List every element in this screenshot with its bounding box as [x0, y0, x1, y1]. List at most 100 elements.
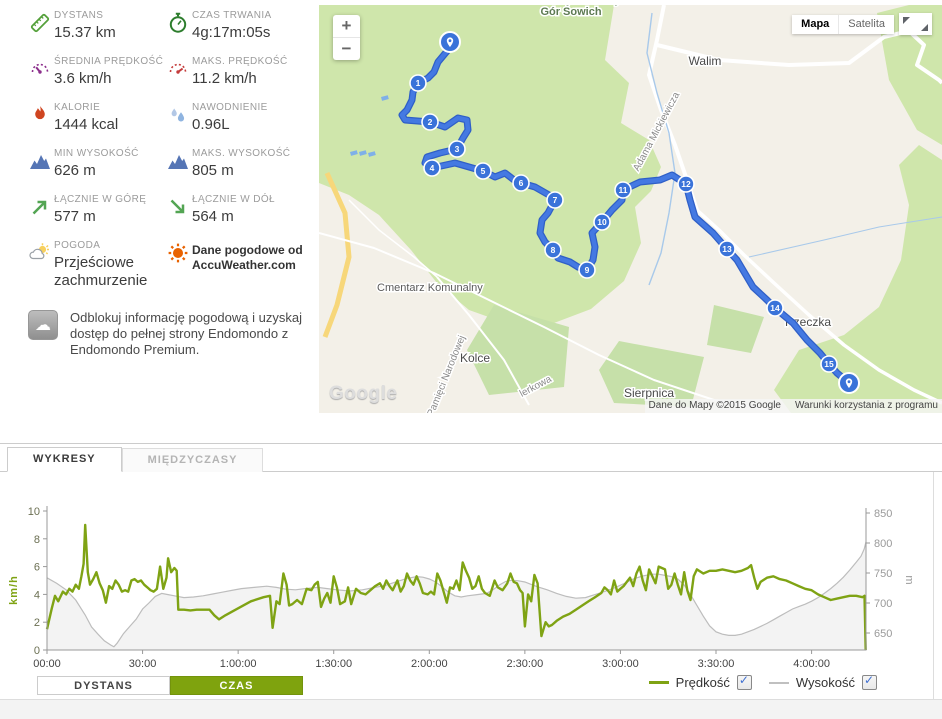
stat-label: NAWODNIENIE: [192, 102, 268, 113]
x-mode-distance-button[interactable]: DYSTANS: [37, 676, 170, 695]
zoom-out-button[interactable]: −: [333, 37, 360, 60]
svg-text:30:00: 30:00: [129, 658, 157, 670]
svg-text:1:30:00: 1:30:00: [315, 658, 352, 670]
svg-text:5: 5: [481, 166, 486, 176]
stat-label: DYSTANS: [54, 10, 104, 21]
x-axis-mode-switch: DYSTANS CZAS: [37, 676, 303, 695]
route-marker-15[interactable]: 15: [820, 355, 838, 373]
zoom-in-button[interactable]: +: [341, 16, 352, 35]
svg-text:2:30:00: 2:30:00: [507, 658, 544, 670]
route-marker-2[interactable]: 2: [421, 113, 439, 131]
svg-text:700: 700: [874, 598, 892, 610]
map-label: Kolce: [460, 351, 490, 365]
svg-text:6: 6: [34, 562, 40, 574]
map-label: Pamięci Narodowej: [425, 334, 467, 413]
svg-text:800: 800: [874, 538, 892, 550]
stat-value: 626 m: [54, 162, 96, 179]
speed-line: [45, 523, 867, 651]
map-view-button[interactable]: Mapa: [792, 15, 839, 34]
speed-elevation-chart: 0 2 4 6 8 10 650 700 750 800 850 00:00 30:00 1:00:00 1…: [8, 506, 915, 670]
svg-text:8: 8: [34, 534, 40, 546]
route-start-pin[interactable]: [439, 31, 461, 53]
provider-link[interactable]: AccuWeather.com: [192, 258, 296, 272]
elevation-legend-swatch: [768, 681, 789, 684]
route-marker-7[interactable]: 7: [546, 191, 564, 209]
elevation-visibility-checkbox[interactable]: ✓: [862, 673, 877, 690]
map-label: Sierpnica: [624, 386, 674, 400]
stat-value: 564 m: [192, 208, 234, 225]
svg-text:2: 2: [34, 617, 40, 629]
stat-label: ŁĄCZNIE W DÓŁ: [192, 194, 275, 205]
svg-text:3:30:00: 3:30:00: [698, 658, 735, 670]
stat-value: 15.37 km: [54, 24, 116, 41]
route-marker-5[interactable]: 5: [474, 162, 492, 180]
chart-panel: 0 2 4 6 8 10 650 700 750 800 850 00:00 30:00 1:00:00 1…: [0, 472, 934, 700]
sun-cloud-icon: [28, 240, 54, 290]
map-fullscreen-button[interactable]: [899, 13, 932, 35]
elevation-legend-label: Wysokość: [795, 675, 855, 690]
stat-value: 0.96L: [192, 116, 230, 133]
route-marker-3[interactable]: 3: [448, 140, 466, 158]
svg-text:8: 8: [551, 245, 556, 255]
route-marker-8[interactable]: 8: [544, 241, 562, 259]
premium-upsell: ☁ Odblokuj informację pogodową i uzyskaj…: [28, 310, 316, 358]
premium-upsell-text[interactable]: Odblokuj informację pogodową i uzyskaj d…: [70, 310, 302, 357]
map-attribution: Dane do Mapy ©2015 Google Warunki korzys…: [644, 399, 942, 413]
provider-prefix: Dane pogodowe od: [192, 243, 303, 257]
svg-text:10: 10: [28, 506, 40, 518]
svg-text:4:00:00: 4:00:00: [793, 658, 830, 670]
gauge-red-icon: [166, 56, 192, 88]
svg-text:00:00: 00:00: [33, 658, 61, 670]
stat-weather: POGODA Przjeściowe zachmurzenie: [28, 240, 166, 290]
stat-min-altitude: MIN WYSOKOŚĆ 626 m: [28, 148, 166, 180]
x-mode-time-button[interactable]: CZAS: [170, 676, 303, 695]
route-end-pin[interactable]: [838, 372, 860, 394]
route-marker-4[interactable]: 4: [423, 159, 441, 177]
svg-text:12: 12: [681, 179, 691, 189]
stat-label: ŁĄCZNIE W GÓRĘ: [54, 194, 147, 205]
satellite-view-button[interactable]: Satelita: [838, 15, 894, 34]
map-terms-link[interactable]: Warunki korzystania z programu: [794, 400, 938, 411]
elevation-line: [46, 541, 867, 648]
route-marker-10[interactable]: 10: [593, 213, 611, 231]
svg-text:4: 4: [34, 589, 40, 601]
accuweather-sun-icon: [166, 240, 192, 290]
stat-calories: KALORIE 1444 kcal: [28, 102, 166, 134]
map-label: Walim: [689, 54, 722, 68]
stat-label: ŚREDNIA PRĘDKOŚĆ: [54, 56, 164, 67]
route-marker-11[interactable]: 11: [614, 181, 632, 199]
route-marker-9[interactable]: 9: [578, 261, 596, 279]
stat-label: KALORIE: [54, 102, 101, 113]
svg-text:9: 9: [585, 265, 590, 275]
map-label: Gór Sowich: [540, 6, 601, 18]
weather-provider: Dane pogodowe od AccuWeather.com: [166, 240, 316, 290]
route-marker-13[interactable]: 13: [718, 240, 736, 258]
route-marker-12[interactable]: 12: [677, 175, 695, 193]
svg-text:2: 2: [428, 117, 433, 127]
speed-visibility-checkbox[interactable]: ✓: [736, 673, 752, 690]
stat-max-altitude: MAKS. WYSOKOŚĆ 805 m: [166, 148, 316, 180]
stopwatch-icon: [166, 10, 192, 42]
route-marker-1[interactable]: 1: [409, 74, 427, 92]
ruler-icon: [28, 10, 54, 42]
stat-duration: CZAS TRWANIA 4g:17m:05s: [166, 10, 316, 42]
svg-text:4: 4: [430, 163, 435, 173]
stat-label: MIN WYSOKOŚĆ: [54, 148, 139, 159]
mountains-icon: [166, 148, 192, 180]
route-marker-14[interactable]: 14: [766, 299, 784, 317]
tab-splits[interactable]: MIĘDZYCZASY: [121, 448, 264, 472]
speed-legend-swatch: [648, 681, 669, 684]
stat-value: 11.2 km/h: [192, 70, 257, 87]
map-label: Cmentarz Komunalny: [377, 282, 483, 294]
stat-distance: DYSTANS 15.37 km: [28, 10, 166, 42]
route-marker-6[interactable]: 6: [512, 174, 530, 192]
stat-avg-speed: ŚREDNIA PRĘDKOŚĆ 3.6 km/h: [28, 56, 166, 88]
svg-text:14: 14: [770, 303, 780, 313]
analysis-section: WYKRESY MIĘDZYCZASY 0 2 4 6 8 10 650 700 750 800 85…: [0, 443, 942, 700]
tab-charts[interactable]: WYKRESY: [7, 447, 122, 472]
water-drops-icon: [166, 102, 192, 134]
svg-text:2:00:00: 2:00:00: [411, 658, 448, 670]
svg-text:10: 10: [597, 217, 607, 227]
